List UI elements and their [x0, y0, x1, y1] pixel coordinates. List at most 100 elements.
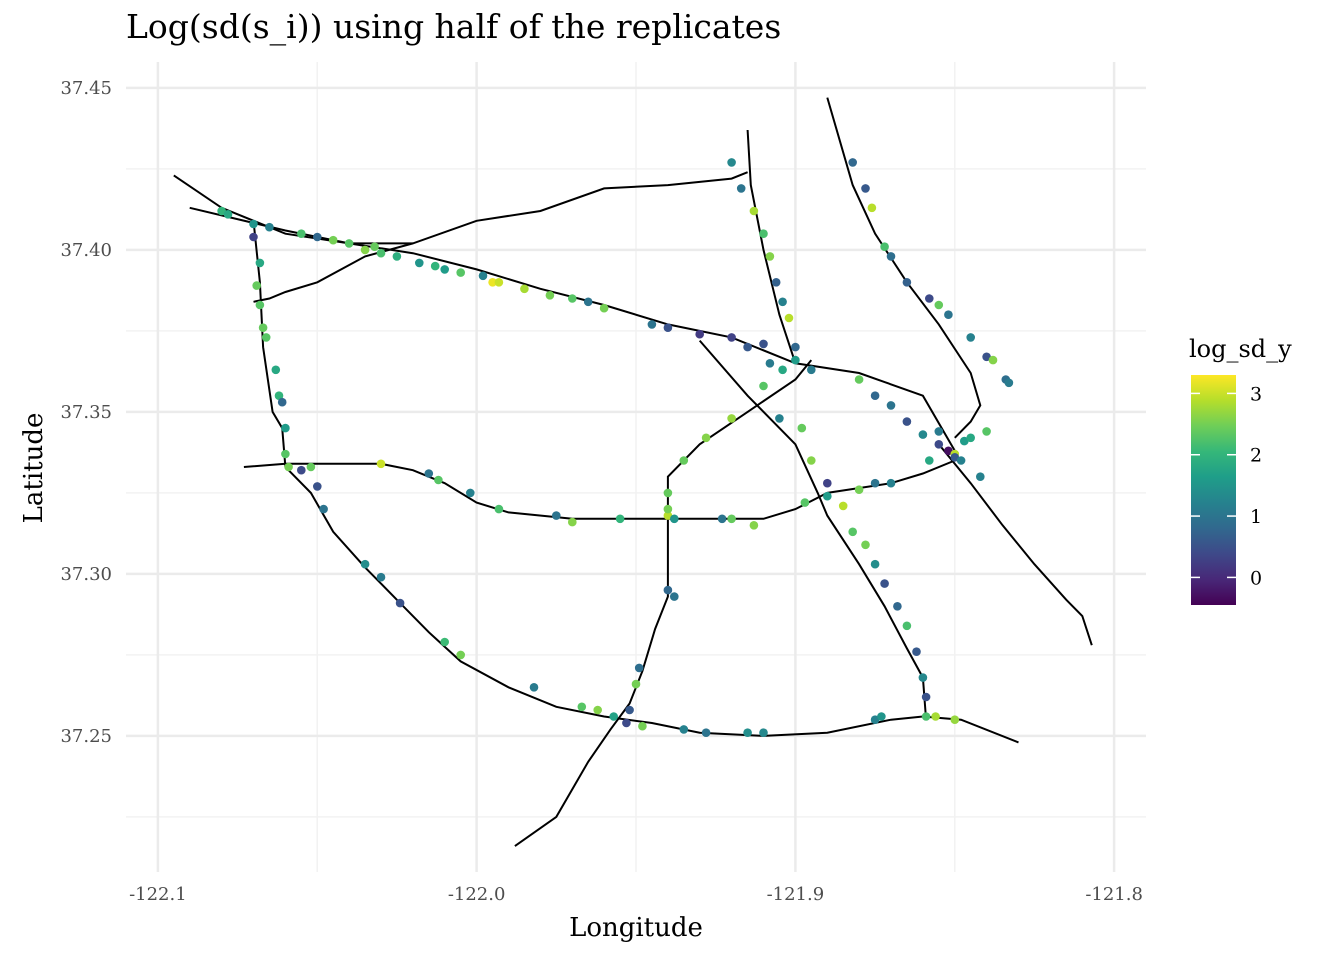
- data-point: [823, 491, 832, 501]
- data-point: [634, 663, 644, 673]
- data-point: [281, 449, 290, 459]
- data-point: [223, 210, 233, 219]
- data-point: [638, 721, 647, 731]
- data-point: [679, 456, 689, 465]
- data-point: [727, 514, 736, 524]
- data-point: [424, 469, 434, 478]
- data-point: [360, 559, 370, 569]
- data-point: [960, 436, 969, 446]
- data-point: [252, 281, 261, 290]
- data-point: [982, 352, 991, 362]
- data-point: [494, 278, 504, 287]
- data-point: [886, 401, 896, 410]
- data-point: [568, 517, 577, 527]
- data-point: [593, 705, 602, 715]
- data-point: [880, 579, 889, 588]
- data-point: [893, 602, 902, 611]
- legend-title: log_sd_y: [1189, 335, 1292, 363]
- legend-tick-label: 1: [1250, 506, 1262, 528]
- data-point: [854, 375, 864, 384]
- data-point: [663, 488, 673, 498]
- data-point: [944, 446, 953, 456]
- data-point: [918, 430, 928, 439]
- road-line: [252, 220, 287, 468]
- data-point: [392, 252, 402, 261]
- data-point: [277, 397, 287, 407]
- x-axis-title: Longitude: [569, 913, 703, 943]
- data-point: [988, 355, 998, 365]
- x-tick-label: -121.8: [1085, 884, 1143, 905]
- data-point: [934, 440, 944, 449]
- data-point: [494, 504, 504, 514]
- data-point: [663, 504, 673, 514]
- data-point: [902, 621, 912, 631]
- data-point: [931, 712, 940, 721]
- data-point: [921, 712, 931, 721]
- data-point: [791, 355, 800, 365]
- data-point: [520, 284, 529, 294]
- y-tick-label: 37.30: [60, 564, 112, 585]
- data-point: [749, 206, 759, 216]
- data-point: [478, 271, 488, 281]
- data-point: [966, 333, 975, 342]
- data-point: [771, 278, 781, 287]
- data-point: [631, 679, 641, 689]
- data-point: [759, 229, 768, 238]
- data-point: [956, 456, 966, 465]
- data-point: [921, 692, 931, 702]
- data-point: [934, 427, 944, 436]
- data-point: [261, 333, 271, 342]
- data-point: [670, 514, 679, 524]
- data-point: [934, 300, 944, 310]
- data-point: [727, 158, 736, 167]
- data-point: [663, 585, 673, 595]
- data-point: [297, 229, 306, 238]
- data-point: [877, 712, 886, 721]
- data-point: [861, 184, 870, 193]
- grid-minor: [126, 62, 1146, 872]
- data-point: [807, 456, 816, 465]
- data-point: [376, 572, 386, 582]
- data-point: [867, 203, 877, 213]
- road-line: [938, 443, 1093, 646]
- data-point: [886, 478, 896, 488]
- data-point: [529, 683, 539, 692]
- data-point: [395, 598, 405, 608]
- data-point: [249, 219, 258, 229]
- data-point: [434, 475, 443, 485]
- data-points: [217, 158, 1014, 737]
- data-point: [784, 313, 794, 323]
- data-point: [918, 673, 928, 682]
- data-point: [568, 294, 577, 303]
- x-tick-label: -122.1: [129, 884, 187, 905]
- data-point: [925, 456, 934, 465]
- data-point: [577, 702, 587, 712]
- data-point: [701, 728, 711, 737]
- data-point: [902, 278, 912, 287]
- data-point: [670, 592, 679, 601]
- data-point: [791, 342, 800, 352]
- data-point: [800, 498, 810, 507]
- data-point: [765, 359, 775, 368]
- data-point: [966, 433, 975, 443]
- data-point: [797, 423, 807, 433]
- data-point: [861, 540, 870, 550]
- data-point: [647, 320, 657, 329]
- grid-major: [126, 62, 1146, 872]
- data-point: [727, 414, 736, 423]
- data-point: [284, 462, 293, 472]
- y-tick-label: 37.25: [60, 726, 112, 747]
- x-tick-labels: -122.1 -122.0 -121.9 -121.8: [129, 884, 1143, 905]
- data-point: [759, 381, 768, 391]
- data-point: [306, 462, 316, 472]
- data-point: [765, 252, 775, 261]
- data-point: [466, 488, 475, 498]
- legend-ticks: 0 1 2 3: [1191, 383, 1262, 589]
- data-point: [886, 252, 896, 261]
- data-point: [727, 333, 736, 342]
- data-point: [743, 342, 752, 352]
- data-point: [848, 158, 857, 167]
- data-point: [625, 705, 634, 715]
- data-point: [370, 242, 379, 251]
